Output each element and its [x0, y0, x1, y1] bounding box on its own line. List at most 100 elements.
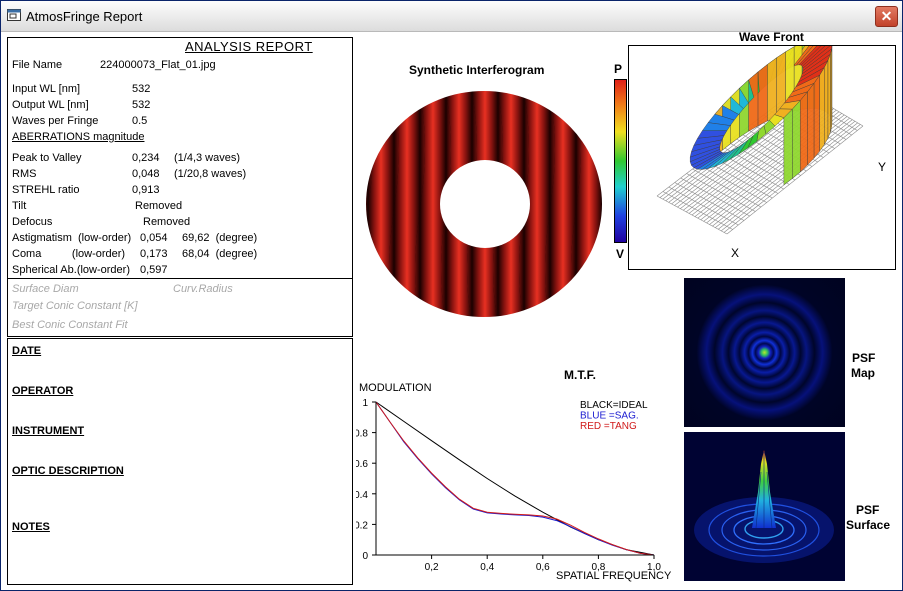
fringe-band — [597, 90, 604, 318]
wavefront-wall-cell — [767, 57, 777, 122]
mtf-x-tick-label: 0,6 — [536, 562, 550, 572]
mtf-y-tick-label: 0.4 — [356, 490, 368, 501]
target-conic-label: Target Conic Constant [K] — [12, 300, 138, 312]
operator-label: OPERATOR — [12, 385, 74, 397]
mtf-y-tick-label: 0.2 — [356, 520, 368, 531]
wavefront-wall-cell — [807, 82, 815, 166]
fringe-band — [571, 90, 604, 318]
fringe-band — [364, 90, 399, 318]
fringe-band — [364, 90, 373, 318]
pv-waves: (1/4,3 waves) — [174, 152, 241, 164]
fringe-band — [415, 90, 451, 318]
wavefront-wall-cell — [830, 48, 832, 133]
fringe-band — [467, 90, 503, 318]
output-wl-value: 532 — [132, 99, 151, 111]
close-icon: ✕ — [880, 8, 893, 24]
mtf-chart: 0 0.2 0.4 0.6 0.8 1 0,2 0,4 0,6 0,8 1,0 BLACK=IDE… — [356, 398, 661, 572]
strehl-value: 0,913 — [132, 184, 160, 196]
synthetic-interferogram — [364, 90, 604, 318]
wavefront-x-label: X — [731, 246, 740, 260]
coma-label: Coma (low-order) — [12, 248, 126, 260]
wavefront-wall-cell — [819, 66, 825, 152]
wavefront-wall-cell — [800, 91, 808, 173]
psf-map-label-2: Map — [851, 366, 875, 380]
wavefront-plot — [656, 46, 864, 235]
pv-value: 0,234 — [132, 152, 160, 164]
mtf-legend-entry: BLACK=IDEAL — [580, 400, 648, 411]
output-wl-label: Output WL [nm] — [12, 99, 89, 111]
strehl-label: STREHL ratio — [12, 184, 80, 196]
instrument-label: INSTRUMENT — [12, 425, 85, 437]
title-bar[interactable]: AtmosFringe Report ✕ — [1, 1, 902, 32]
wavefront-surface — [689, 46, 833, 186]
mtf-x-tick-label: 0,2 — [425, 562, 439, 572]
mtf-series-sag — [375, 401, 655, 556]
pv-label: Peak to Valley — [12, 152, 82, 164]
astigmatism-value: 0,054 — [140, 232, 168, 244]
colorbar-top-label: P — [614, 62, 623, 76]
tilt-label: Tilt — [12, 200, 27, 212]
mtf-title: M.T.F. — [564, 368, 596, 382]
mtf-xlabel: SPATIAL FREQUENCY — [556, 570, 672, 582]
window-title: AtmosFringe Report — [26, 9, 143, 24]
fringe-band — [441, 90, 477, 318]
colorbar-bottom-label: V — [616, 247, 625, 261]
wavefront-wall-cell — [813, 74, 820, 159]
wavefront-wall-cell — [827, 54, 831, 139]
close-button[interactable]: ✕ — [875, 6, 898, 27]
defocus-label: Defocus — [12, 216, 53, 228]
mtf-y-tick-label: 0.8 — [356, 429, 368, 440]
psf-surface — [684, 432, 845, 581]
mtf-ylabel: MODULATION — [359, 382, 432, 394]
notes-label: NOTES — [12, 521, 50, 533]
psf-surface-label-1: PSF — [856, 503, 880, 517]
wavefront-surface-cell — [714, 146, 739, 167]
info-panel: DATE OPERATOR INSTRUMENT OPTIC DESCRIPTI… — [7, 338, 353, 585]
phase-colorbar — [614, 79, 627, 243]
psf-surface-label-2: Surface — [846, 518, 891, 532]
wavefront-grid-line — [726, 125, 864, 235]
input-wl-label: Input WL [nm] — [12, 83, 81, 95]
fringe-band — [389, 90, 425, 318]
file-name-value: 224000073_Flat_01.jpg — [100, 59, 216, 71]
mtf-legend-entry: BLUE =SAG. — [580, 411, 639, 422]
analysis-report-panel: ANALYSIS REPORT File Name 224000073_Flat… — [7, 37, 353, 337]
mtf-x-tick-label: 1,0 — [647, 562, 661, 572]
mtf-x-tick-label: 0,8 — [591, 562, 605, 572]
psf-map — [684, 278, 845, 427]
waves-per-fringe-label: Waves per Fringe — [12, 115, 99, 127]
best-conic-label: Best Conic Constant Fit — [12, 319, 128, 331]
rms-label: RMS — [12, 168, 37, 180]
mtf-series-tang — [375, 401, 655, 556]
wavefront-title: Wave Front — [739, 30, 804, 44]
defocus-value: Removed — [143, 216, 191, 228]
mtf-x-tick-label: 0,4 — [480, 562, 494, 572]
surface-diam-label: Surface Diam — [12, 283, 79, 295]
mtf-y-tick-label: 0.6 — [356, 459, 368, 470]
coma-value: 0,173 — [140, 248, 168, 260]
mtf-y-tick-label: 1 — [362, 398, 368, 409]
psf-map-label-1: PSF — [852, 351, 876, 365]
date-label: DATE — [12, 345, 42, 357]
mtf-y-tick-label: 0 — [362, 551, 368, 562]
report-title: ANALYSIS REPORT — [185, 39, 313, 54]
mtf-legend-entry: RED =TANG — [580, 421, 637, 432]
fringe-band — [493, 90, 529, 318]
spherical-value: 0,597 — [140, 264, 168, 276]
coma-angle: 68,04 (degree) — [182, 248, 258, 260]
app-icon — [7, 9, 21, 21]
wavefront-wall-cell — [783, 108, 793, 186]
optic-description-label: OPTIC DESCRIPTION — [12, 465, 124, 477]
wavefront-wall-cell — [757, 64, 768, 127]
wavefront-wall-cell — [824, 60, 829, 146]
aberrations-heading: ABERRATIONS magnitude — [12, 131, 145, 143]
file-name-label: File Name — [12, 59, 63, 71]
input-wl-value: 532 — [132, 83, 151, 95]
report-divider — [8, 278, 352, 279]
spherical-label: Spherical Ab.(low-order) — [12, 264, 130, 276]
waves-per-fringe-value: 0.5 — [132, 115, 148, 127]
rms-value: 0,048 — [132, 168, 160, 180]
fringe-band — [519, 90, 555, 318]
curv-radius-label: Curv.Radius — [173, 283, 233, 295]
